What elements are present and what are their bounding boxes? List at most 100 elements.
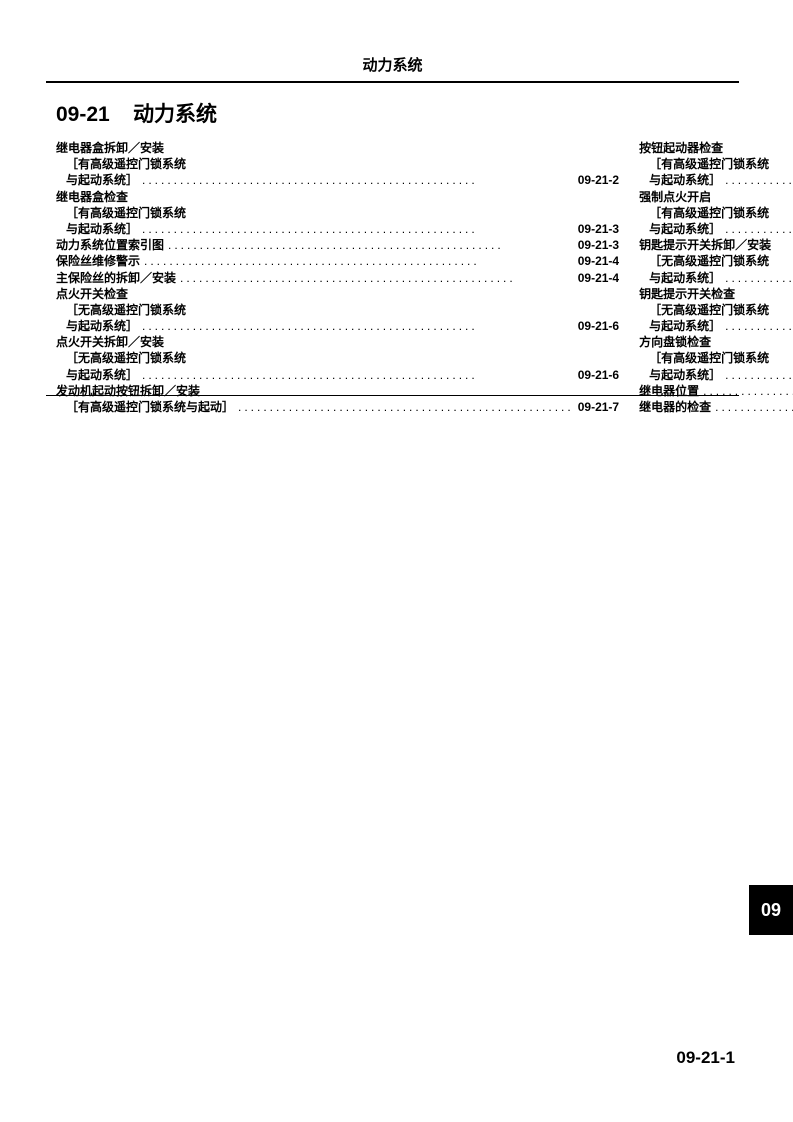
toc-entry: ［无高级遥控门锁系统: [639, 302, 793, 318]
toc-entry: ［无高级遥控门锁系统: [56, 350, 619, 366]
toc-dots: [140, 253, 578, 269]
toc-entry: ［有高级遥控门锁系统: [56, 156, 619, 172]
page-header-title: 动力系统: [362, 57, 422, 74]
toc-entry: 点火开关检查: [56, 286, 619, 302]
toc-entry: 与起动系统］09-21-7: [639, 172, 793, 188]
toc-entry-page: 09-21-2: [578, 172, 619, 188]
toc-dots: [138, 318, 578, 334]
toc-entry: 钥匙提示开关检查: [639, 286, 793, 302]
chapter-tab: 09: [749, 885, 793, 935]
toc-entry-label: 方向盘锁检查: [639, 334, 711, 350]
toc-entry-label: 继电器位置: [639, 383, 699, 399]
page-header: 动力系统: [46, 54, 739, 83]
section-title: 09-21 动力系统: [56, 98, 217, 128]
toc-dots: [164, 237, 578, 253]
toc-entry: 与起动系统］ 09-21-6: [56, 318, 619, 334]
toc-entry-label: 与起动系统］: [639, 367, 721, 383]
toc-entry-label: 与起动系统］: [639, 221, 721, 237]
toc-entry: ［无高级遥控门锁系统: [56, 302, 619, 318]
toc-entry: 点火开关拆卸／安装: [56, 334, 619, 350]
toc-entry-page: 09-21-6: [578, 367, 619, 383]
toc-divider: [46, 395, 739, 396]
toc-entry-label: 与起动系统］: [639, 270, 721, 286]
toc-entry-label: 与起动系统］: [56, 367, 138, 383]
toc-entry: 继电器位置09-21-10: [639, 383, 793, 399]
toc-entry: ［有高级遥控门锁系统与起动］ 09-21-7: [56, 399, 619, 415]
toc-column-left: 继电器盒拆卸／安装［有高级遥控门锁系统与起动系统］09-21-2继电器盒检查［有…: [56, 140, 619, 415]
toc-entry-label: 与起动系统］: [56, 172, 138, 188]
toc-dots: [721, 367, 793, 383]
toc-entry: ［无高级遥控门锁系统: [639, 253, 793, 269]
toc-entry-label: ［有高级遥控门锁系统: [56, 156, 186, 172]
toc-entry: 按钮起动器检查: [639, 140, 793, 156]
toc-dots: [176, 270, 578, 286]
chapter-tab-label: 09: [761, 900, 781, 921]
toc-entry: ［有高级遥控门锁系统: [639, 205, 793, 221]
toc-entry: 与起动系统］09-21-9: [639, 367, 793, 383]
toc-dots: [721, 318, 793, 334]
toc-entry-label: 继电器盒检查: [56, 189, 128, 205]
toc-entry: ［有高级遥控门锁系统: [639, 350, 793, 366]
toc-dots: [138, 367, 578, 383]
toc-entry-label: ［无高级遥控门锁系统: [56, 302, 186, 318]
toc-entry-label: 与起动系统］: [56, 318, 138, 334]
toc-entry-label: 与起动系统］: [56, 221, 138, 237]
toc-entry-label: ［无高级遥控门锁系统: [639, 302, 769, 318]
toc-container: 继电器盒拆卸／安装［有高级遥控门锁系统与起动系统］09-21-2继电器盒检查［有…: [56, 140, 737, 415]
toc-entry-page: 09-21-4: [578, 253, 619, 269]
toc-entry-label: ［无高级遥控门锁系统: [639, 253, 769, 269]
toc-entry-label: 动力系统位置索引图: [56, 237, 164, 253]
toc-dots: [721, 221, 793, 237]
toc-dots: [138, 221, 578, 237]
toc-entry-label: 与起动系统］: [639, 172, 721, 188]
toc-entry: 与起动系统］09-21-8: [639, 221, 793, 237]
toc-entry: 与起动系统］ 09-21-6: [56, 367, 619, 383]
toc-entry: 保险丝维修警示 09-21-4: [56, 253, 619, 269]
toc-entry: 主保险丝的拆卸／安装 09-21-4: [56, 270, 619, 286]
toc-entry-label: 继电器盒拆卸／安装: [56, 140, 164, 156]
toc-entry-label: 按钮起动器检查: [639, 140, 723, 156]
toc-entry-label: 发动机起动按钮拆卸／安装: [56, 383, 200, 399]
toc-entry: 与起动系统］ 09-21-3: [56, 221, 619, 237]
toc-entry: 动力系统位置索引图 09-21-3: [56, 237, 619, 253]
toc-entry: 钥匙提示开关拆卸／安装: [639, 237, 793, 253]
toc-entry: 与起动系统］09-21-9: [639, 318, 793, 334]
toc-entry-label: 保险丝维修警示: [56, 253, 140, 269]
toc-entry-page: 09-21-3: [578, 237, 619, 253]
toc-entry: ［有高级遥控门锁系统: [56, 205, 619, 221]
toc-entry-label: ［有高级遥控门锁系统与起动］: [56, 399, 234, 415]
toc-dots: [234, 399, 578, 415]
toc-entry: 方向盘锁检查: [639, 334, 793, 350]
toc-entry: 继电器的检查09-21-11: [639, 399, 793, 415]
toc-entry-label: 强制点火开启: [639, 189, 711, 205]
page-number: 09-21-1: [676, 1048, 735, 1068]
toc-entry: 与起动系统］ 09-21-2: [56, 172, 619, 188]
toc-entry: ［有高级遥控门锁系统: [639, 156, 793, 172]
section-name: 动力系统: [133, 103, 217, 126]
toc-entry: 强制点火开启: [639, 189, 793, 205]
toc-dots: [721, 270, 793, 286]
toc-entry-label: ［有高级遥控门锁系统: [639, 156, 769, 172]
section-number: 09-21: [56, 103, 110, 126]
toc-entry-page: 09-21-6: [578, 318, 619, 334]
toc-entry: 发动机起动按钮拆卸／安装: [56, 383, 619, 399]
toc-entry-page: 09-21-3: [578, 221, 619, 237]
toc-entry: 继电器盒拆卸／安装: [56, 140, 619, 156]
toc-entry-label: 继电器的检查: [639, 399, 711, 415]
toc-entry-page: 09-21-4: [578, 270, 619, 286]
toc-dots: [138, 172, 578, 188]
toc-dots: [699, 383, 793, 399]
toc-entry-label: 主保险丝的拆卸／安装: [56, 270, 176, 286]
toc-entry-label: 钥匙提示开关拆卸／安装: [639, 237, 771, 253]
toc-entry-label: ［有高级遥控门锁系统: [639, 350, 769, 366]
toc-entry-label: 点火开关检查: [56, 286, 128, 302]
toc-column-right: 按钮起动器检查［有高级遥控门锁系统与起动系统］09-21-7强制点火开启［有高级…: [639, 140, 793, 415]
page-number-text: 09-21-1: [676, 1048, 735, 1067]
toc-entry-label: 与起动系统］: [639, 318, 721, 334]
toc-dots: [721, 172, 793, 188]
toc-entry-page: 09-21-7: [578, 399, 619, 415]
toc-entry-label: ［无高级遥控门锁系统: [56, 350, 186, 366]
toc-entry-label: 钥匙提示开关检查: [639, 286, 735, 302]
toc-entry: 与起动系统］09-21-8: [639, 270, 793, 286]
toc-entry-label: 点火开关拆卸／安装: [56, 334, 164, 350]
